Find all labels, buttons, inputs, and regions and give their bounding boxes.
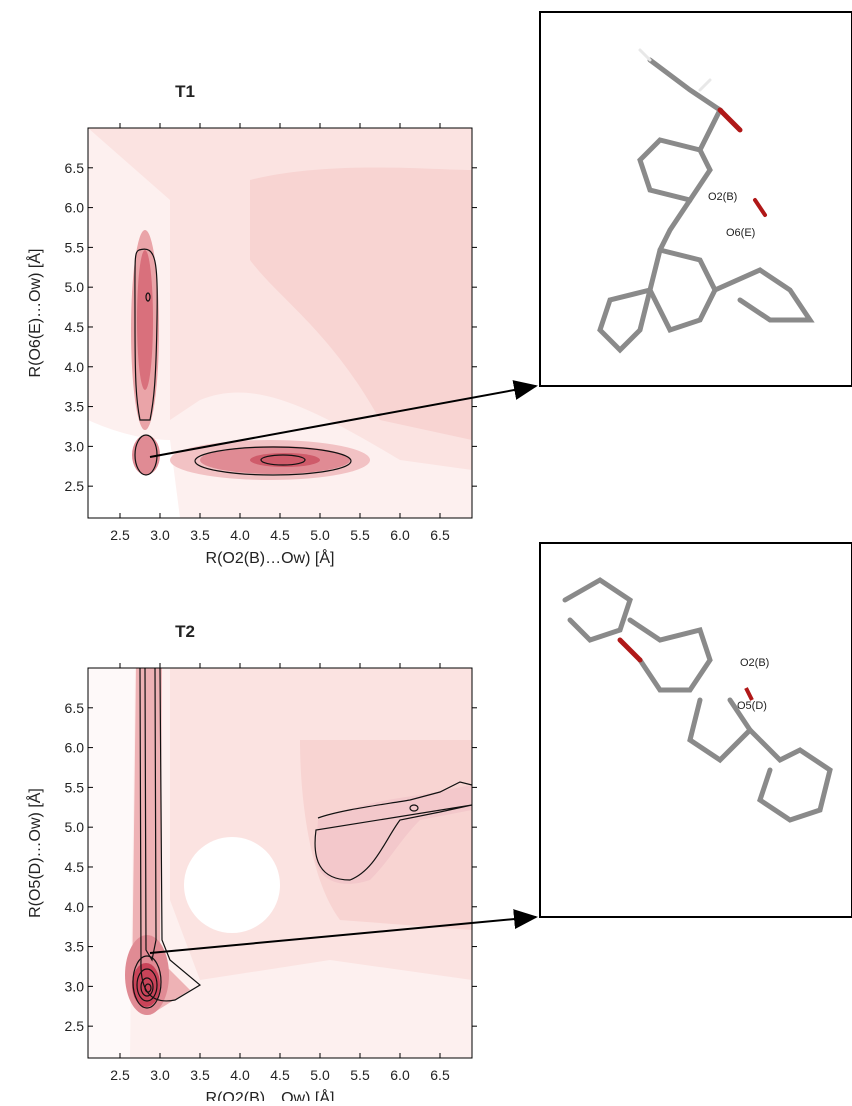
molecule: O2(B) O5(D) — [562, 577, 833, 823]
y-tick-label: 6.0 — [65, 740, 85, 756]
y-tick-label: 5.5 — [65, 239, 85, 255]
y-tick-label: 2.5 — [65, 478, 85, 494]
y-tick-label: 4.0 — [65, 359, 85, 375]
y-tick-label: 2.5 — [65, 1018, 85, 1034]
y-tick-label: 6.5 — [65, 160, 85, 176]
y-tick-label: 6.5 — [65, 700, 85, 716]
x-tick-label: 4.0 — [230, 527, 250, 543]
x-tick-label: 6.0 — [390, 527, 410, 543]
x-tick-label: 5.5 — [350, 527, 370, 543]
y-axis-label: R(O5(D)…Ow) [Å] — [25, 788, 44, 918]
x-axis-label: R(O2(B)…Ow) [Å] — [206, 1088, 335, 1101]
chart-title: T1 — [175, 82, 195, 101]
atom-label: O2(B) — [740, 657, 769, 669]
y-tick-label: 5.0 — [65, 279, 85, 295]
y-tick-label: 6.0 — [65, 200, 85, 216]
x-axis-label: R(O2(B)…Ow) [Å] — [206, 548, 335, 567]
y-tick-label: 3.0 — [65, 438, 85, 454]
x-tick-label: 2.5 — [110, 1067, 130, 1083]
y-tick-label: 4.5 — [65, 319, 85, 335]
structure-box — [539, 11, 852, 387]
x-tick-label: 3.5 — [190, 527, 210, 543]
x-tick-label: 3.0 — [150, 1067, 170, 1083]
atom-label: O2(B) — [708, 191, 737, 203]
chart-title: T2 — [175, 622, 195, 641]
x-tick-label: 3.0 — [150, 527, 170, 543]
density-map — [88, 668, 472, 1058]
structure-box — [539, 542, 852, 918]
x-tick-label: 4.5 — [270, 1067, 290, 1083]
y-tick-label: 5.5 — [65, 779, 85, 795]
y-tick-label: 4.0 — [65, 899, 85, 915]
x-tick-label: 4.5 — [270, 527, 290, 543]
y-axis-label: R(O6(E)…Ow) [Å] — [25, 249, 44, 378]
x-tick-label: 5.5 — [350, 1067, 370, 1083]
x-tick-label: 4.0 — [230, 1067, 250, 1083]
y-tick-label: 3.0 — [65, 978, 85, 994]
x-tick-label: 6.5 — [430, 527, 450, 543]
atom-label: O6(E) — [726, 227, 755, 239]
y-tick-label: 5.0 — [65, 819, 85, 835]
molecule: O2(B) O6(E) — [597, 48, 815, 354]
atom-label: O5(D) — [737, 700, 767, 712]
x-tick-label: 5.0 — [310, 1067, 330, 1083]
x-tick-label: 5.0 — [310, 527, 330, 543]
x-tick-label: 6.0 — [390, 1067, 410, 1083]
y-tick-label: 3.5 — [65, 939, 85, 955]
x-tick-label: 3.5 — [190, 1067, 210, 1083]
density-map — [88, 128, 472, 518]
x-tick-label: 6.5 — [430, 1067, 450, 1083]
y-tick-label: 3.5 — [65, 399, 85, 415]
x-tick-label: 2.5 — [110, 527, 130, 543]
y-tick-label: 4.5 — [65, 859, 85, 875]
